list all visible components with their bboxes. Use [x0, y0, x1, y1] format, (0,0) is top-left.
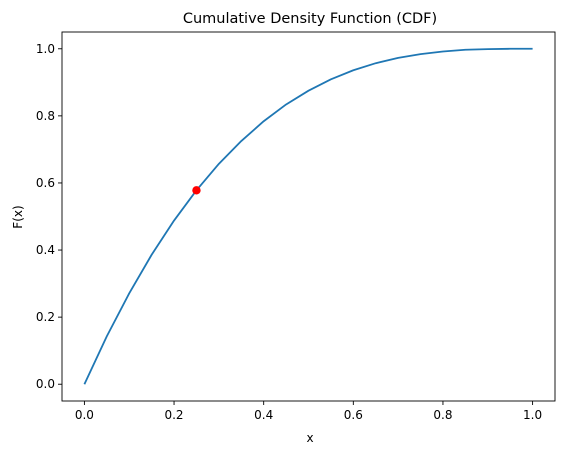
y-tick-label: 0.6 [36, 176, 55, 190]
x-tick-label: 0.6 [344, 408, 363, 422]
y-tick-label: 0.2 [36, 310, 55, 324]
x-tick-label: 0.0 [75, 408, 94, 422]
y-tick-label: 0.0 [36, 377, 55, 391]
y-tick-label: 1.0 [36, 42, 55, 56]
y-tick-label: 0.8 [36, 109, 55, 123]
series-line-0 [83, 47, 533, 385]
chart-title: Cumulative Density Function (CDF) [183, 11, 437, 27]
x-tick-label: 0.2 [164, 408, 183, 422]
x-tick-label: 0.8 [433, 408, 452, 422]
highlight-point-0 [192, 186, 201, 195]
x-axis-label: x [306, 431, 313, 445]
y-tick-label: 0.4 [36, 243, 55, 257]
x-tick-label: 1.0 [523, 408, 542, 422]
axes: 0.0 0.2 0.4 0.6 0.8 1.0 0.0 0.2 0.4 0.6 0.8 1.0 [36, 31, 556, 422]
y-axis-label: F(x) [11, 205, 25, 228]
axes-frame [61, 31, 556, 402]
plot-area [83, 47, 533, 385]
x-tick-label: 0.4 [254, 408, 273, 422]
